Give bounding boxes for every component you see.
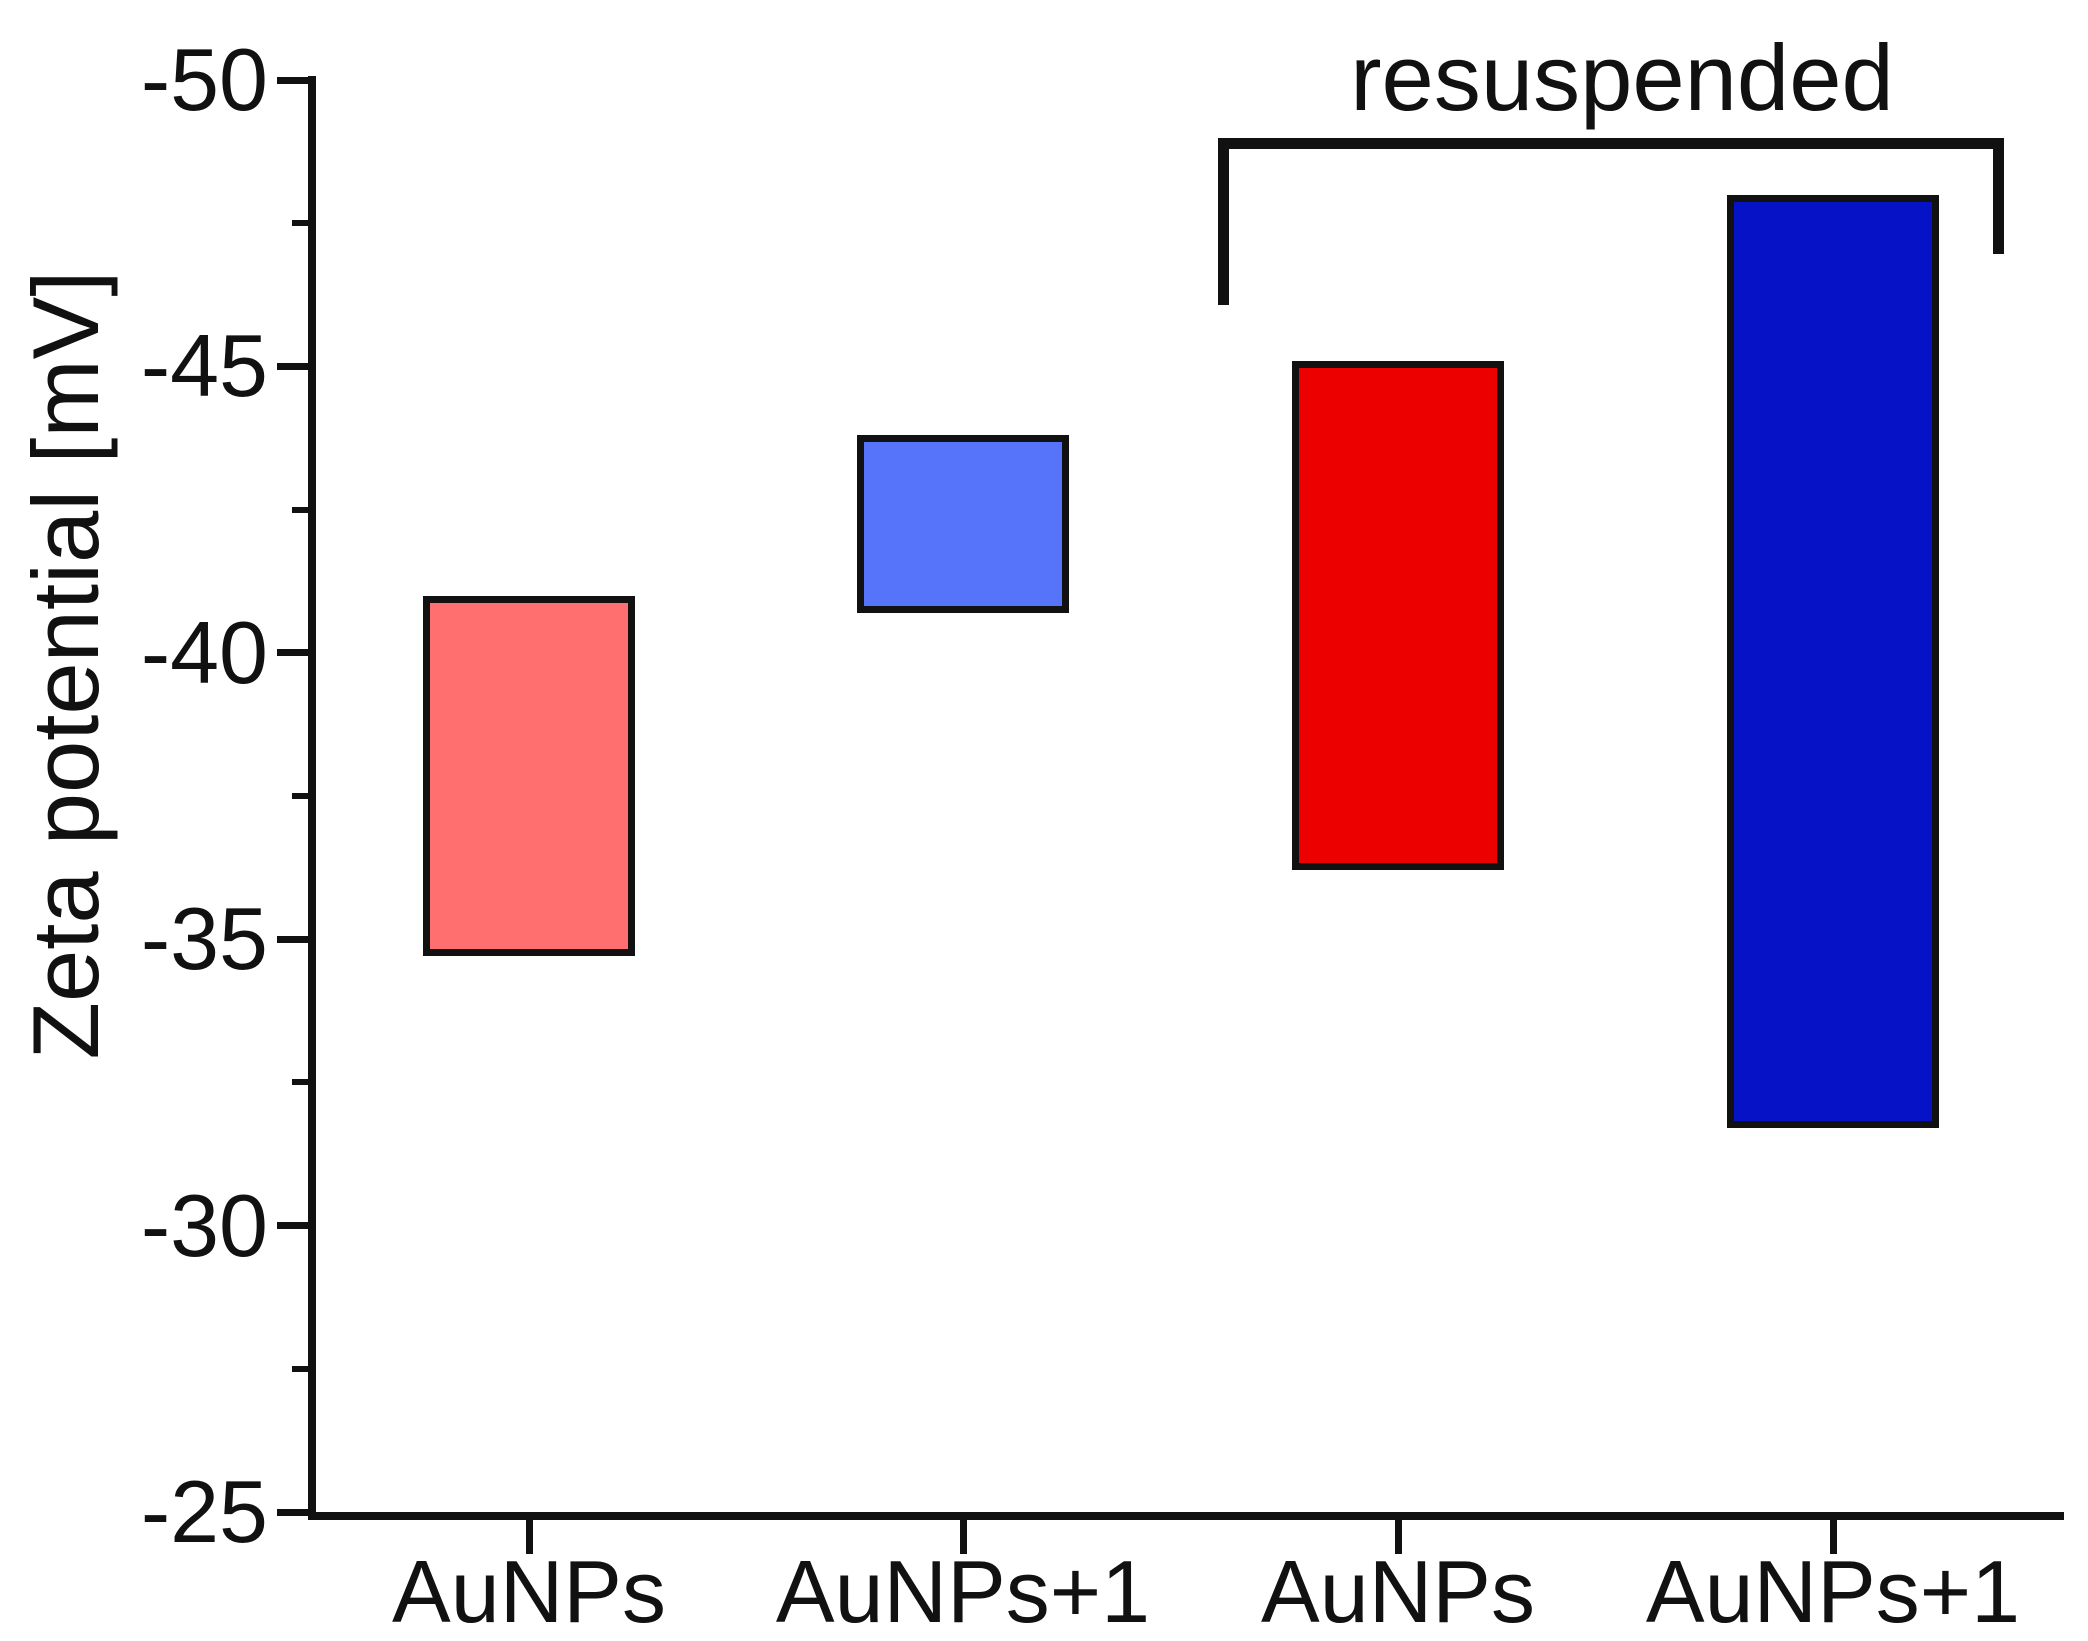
x-axis-tick: [1394, 1520, 1402, 1554]
y-axis-major-tick: [277, 362, 312, 370]
x-axis-tick: [1829, 1520, 1837, 1554]
y-axis-major-tick: [277, 1508, 312, 1516]
y-axis-major-tick: [277, 935, 312, 943]
x-axis-tick: [525, 1520, 533, 1554]
y-axis-major-tick: [277, 76, 312, 84]
resuspended-bracket-right-arm: [1993, 138, 2004, 254]
resuspended-annotation-label: resuspended: [1350, 25, 1894, 130]
range-bar-2-aunps+1: [857, 435, 1069, 613]
x-axis-tick: [959, 1520, 967, 1554]
y-axis-tick-label: -40: [140, 602, 268, 702]
y-axis-tick-label: -25: [140, 1462, 268, 1561]
resuspended-bracket-left-arm: [1218, 138, 1229, 305]
x-axis-category-label: AuNPs+1: [1645, 1542, 2021, 1641]
resuspended-bracket-top: [1218, 138, 2004, 149]
y-axis-minor-tick: [292, 793, 312, 799]
x-axis-line: [308, 1512, 2064, 1520]
y-axis-major-tick: [277, 649, 312, 657]
y-axis-minor-tick: [292, 506, 312, 513]
y-axis-minor-tick: [292, 220, 312, 227]
x-axis-category-label: AuNPs: [392, 1542, 666, 1641]
y-axis-minor-tick: [292, 1079, 312, 1086]
y-axis-major-tick: [277, 1222, 312, 1230]
y-axis-tick-label: -45: [140, 316, 268, 416]
y-axis-minor-tick: [292, 1365, 312, 1372]
y-axis-tick-label: -50: [140, 30, 268, 129]
x-axis-category-label: AuNPs+1: [775, 1542, 1151, 1641]
y-axis-title: Zeta potential [mV]: [13, 270, 118, 1060]
x-axis-category-label: AuNPs: [1261, 1542, 1535, 1641]
range-bar-1-aunps: [423, 595, 635, 957]
y-axis-tick-label: -35: [140, 889, 268, 989]
range-bar-4-resuspended-aunps+1: [1727, 194, 1939, 1129]
y-axis-tick-label: -30: [140, 1175, 268, 1275]
y-axis-line: [308, 76, 316, 1516]
range-bar-3-resuspended-aunps: [1292, 360, 1504, 871]
